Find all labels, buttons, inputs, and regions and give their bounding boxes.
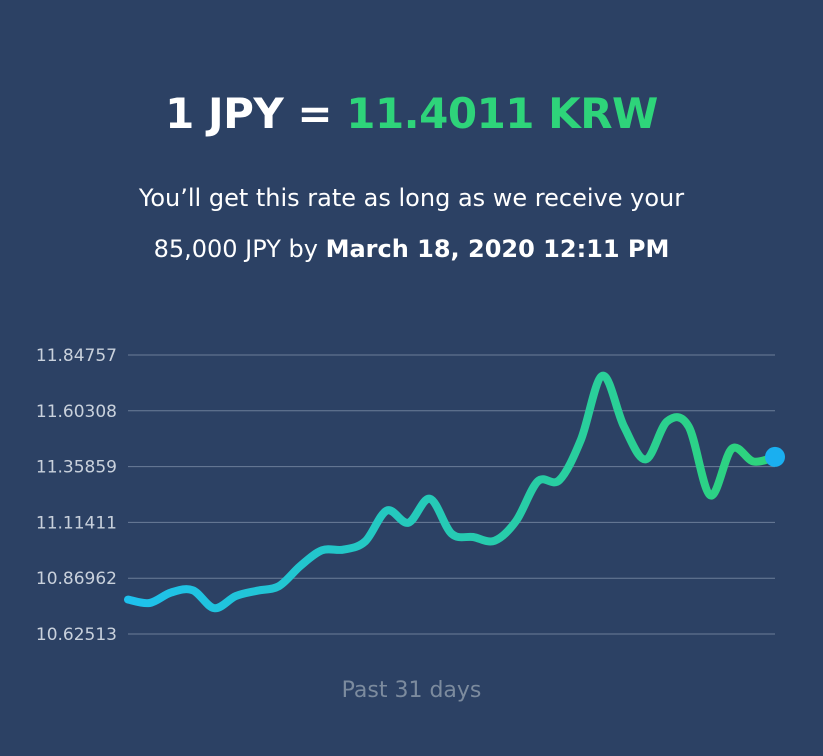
y-tick-label: 10.86962: [36, 569, 117, 589]
rate-line: [124, 371, 779, 613]
data-point: [663, 417, 671, 425]
data-point: [189, 586, 197, 594]
deadline-datetime: March 18, 2020 12:11 PM: [325, 235, 670, 263]
data-point: [383, 507, 391, 515]
data-point: [598, 372, 606, 380]
data-point: [232, 592, 240, 600]
data-point: [124, 596, 132, 604]
y-tick-label: 10.62513: [36, 625, 117, 645]
data-point: [469, 533, 477, 541]
data-point: [146, 599, 154, 607]
data-point: [512, 517, 520, 525]
data-point: [577, 436, 585, 444]
y-tick-label: 11.35859: [36, 458, 117, 478]
rate-value: 11.4011 KRW: [346, 89, 658, 138]
data-point: [728, 445, 736, 453]
data-point: [210, 604, 218, 612]
rate-points: [124, 372, 779, 613]
y-tick-label: 11.60308: [36, 402, 117, 422]
data-point: [318, 546, 326, 554]
y-axis-ticks: 11.84757 11.60308 11.35859 11.11411 10.86962…: [36, 346, 117, 645]
data-point: [275, 582, 283, 590]
deadline-amount: 85,000 JPY by: [153, 235, 318, 263]
data-point: [642, 455, 650, 463]
data-point: [749, 457, 757, 465]
data-point: [685, 423, 693, 431]
rate-deadline-text: 85,000 JPY by March 18, 2020 12:11 PM: [0, 231, 823, 267]
data-point: [426, 495, 434, 503]
data-point: [167, 588, 175, 596]
y-tick-label: 11.84757: [36, 346, 117, 366]
exchange-rate-title: 1 JPY = 11.4011 KRW: [0, 84, 823, 144]
rate-base-currency: 1 JPY =: [165, 89, 333, 138]
data-point: [404, 519, 412, 527]
data-point: [555, 476, 563, 484]
data-point: [491, 537, 499, 545]
data-point: [448, 530, 456, 538]
rate-guarantee-text: You’ll get this rate as long as we recei…: [138, 184, 685, 212]
current-rate-marker[interactable]: [765, 446, 785, 467]
chart-period-label: Past 31 days: [341, 678, 482, 703]
data-point: [361, 537, 369, 545]
data-point: [534, 477, 542, 485]
y-tick-label: 11.11411: [36, 513, 117, 533]
data-point: [297, 562, 305, 570]
data-point: [340, 546, 348, 554]
data-point: [620, 423, 628, 431]
data-point: [253, 587, 261, 595]
chart-grid: [128, 354, 775, 635]
data-point: [706, 491, 714, 499]
